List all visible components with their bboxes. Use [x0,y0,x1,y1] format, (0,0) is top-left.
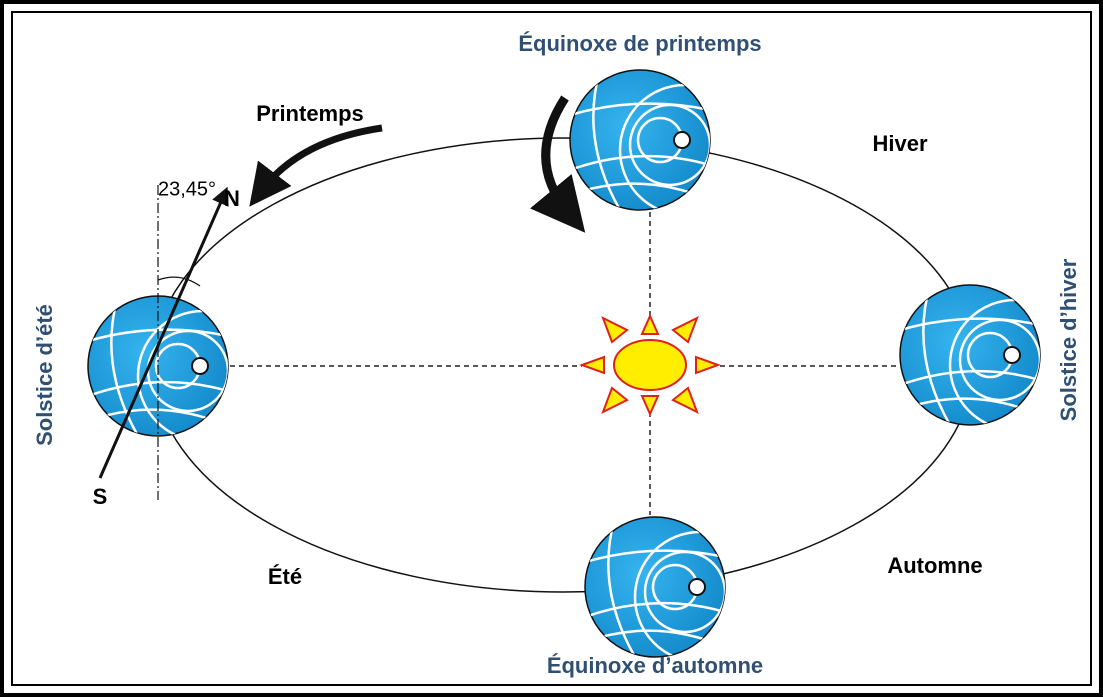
label: Solstice d’hiver [1056,258,1081,421]
label: Équinoxe de printemps [518,31,761,56]
sun [582,316,718,414]
globe-autumn [585,517,765,662]
label: Solstice d’été [32,304,57,446]
diagram: Équinoxe de printemps Équinoxe d’automne… [0,0,1103,697]
dashed-lines [230,212,898,515]
season-label: Hiver [872,131,927,156]
angle-label: 23,45° [158,178,216,200]
globe-spring [570,70,750,215]
globe-winter [900,285,1080,430]
season-label: Été [268,564,302,589]
north-label: N [224,186,240,211]
globe-summer [88,296,268,441]
rotation-arrow [546,98,568,212]
label: Équinoxe d’automne [547,653,763,678]
season-label: Automne [887,553,982,578]
south-label: S [93,484,108,509]
season-label: Printemps [256,101,364,126]
